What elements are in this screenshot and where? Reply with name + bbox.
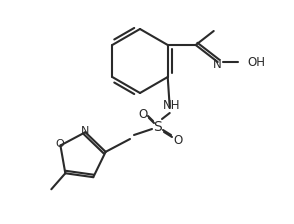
Text: OH: OH xyxy=(248,56,266,69)
Text: O: O xyxy=(173,134,183,146)
Text: N: N xyxy=(81,126,90,136)
Text: NH: NH xyxy=(163,99,181,112)
Text: O: O xyxy=(55,140,64,149)
Text: N: N xyxy=(213,58,222,71)
Text: S: S xyxy=(154,120,162,134)
Text: O: O xyxy=(138,108,148,121)
